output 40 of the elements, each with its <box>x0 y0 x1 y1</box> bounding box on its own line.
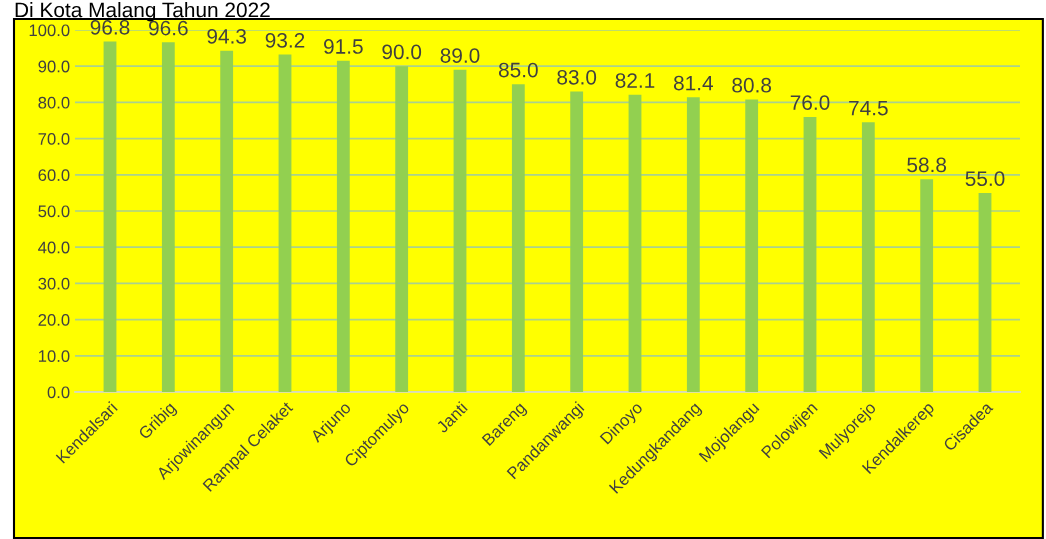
y-tick-label: 10.0 <box>38 350 70 362</box>
data-label: 89.0 <box>440 48 480 63</box>
data-label: 82.1 <box>615 73 655 88</box>
y-tick-label: 70.0 <box>38 133 70 145</box>
bar <box>628 94 642 392</box>
y-tick-label: 50.0 <box>38 205 70 218</box>
bar <box>161 42 175 392</box>
y-tick-label: 60.0 <box>38 169 70 181</box>
data-label: 91.5 <box>324 39 363 54</box>
data-label: 74.5 <box>849 100 888 116</box>
bar <box>686 97 700 392</box>
data-label: 83.0 <box>557 69 597 85</box>
data-label: 94.3 <box>207 28 247 44</box>
bar <box>978 192 992 392</box>
bar <box>861 122 875 392</box>
bar <box>278 54 292 392</box>
bar <box>745 99 759 392</box>
y-tick-label: 30.0 <box>38 277 70 290</box>
y-tick-label: 80.0 <box>38 96 70 109</box>
data-label: 85.0 <box>498 62 538 78</box>
y-tick-label: 90.0 <box>38 60 70 73</box>
y-tick-label: 0.0 <box>47 386 70 399</box>
bar <box>511 84 525 392</box>
bar <box>220 50 234 392</box>
bar <box>395 66 409 392</box>
bar <box>803 116 817 392</box>
bar <box>336 60 350 392</box>
data-label: 81.4 <box>673 75 713 91</box>
bar <box>453 69 467 392</box>
chart-title: Di Kota Malang Tahun 2022 <box>15 2 270 22</box>
bar <box>920 179 934 392</box>
y-tick-label: 100.0 <box>29 24 70 37</box>
data-label: 93.2 <box>265 32 305 48</box>
data-label: 58.8 <box>907 157 947 173</box>
data-label: 80.8 <box>732 77 772 93</box>
y-tick-label: 20.0 <box>38 314 70 326</box>
bar <box>570 91 584 392</box>
bar <box>103 41 117 392</box>
y-tick-label: 40.0 <box>38 241 70 254</box>
data-label: 90.0 <box>382 44 422 60</box>
